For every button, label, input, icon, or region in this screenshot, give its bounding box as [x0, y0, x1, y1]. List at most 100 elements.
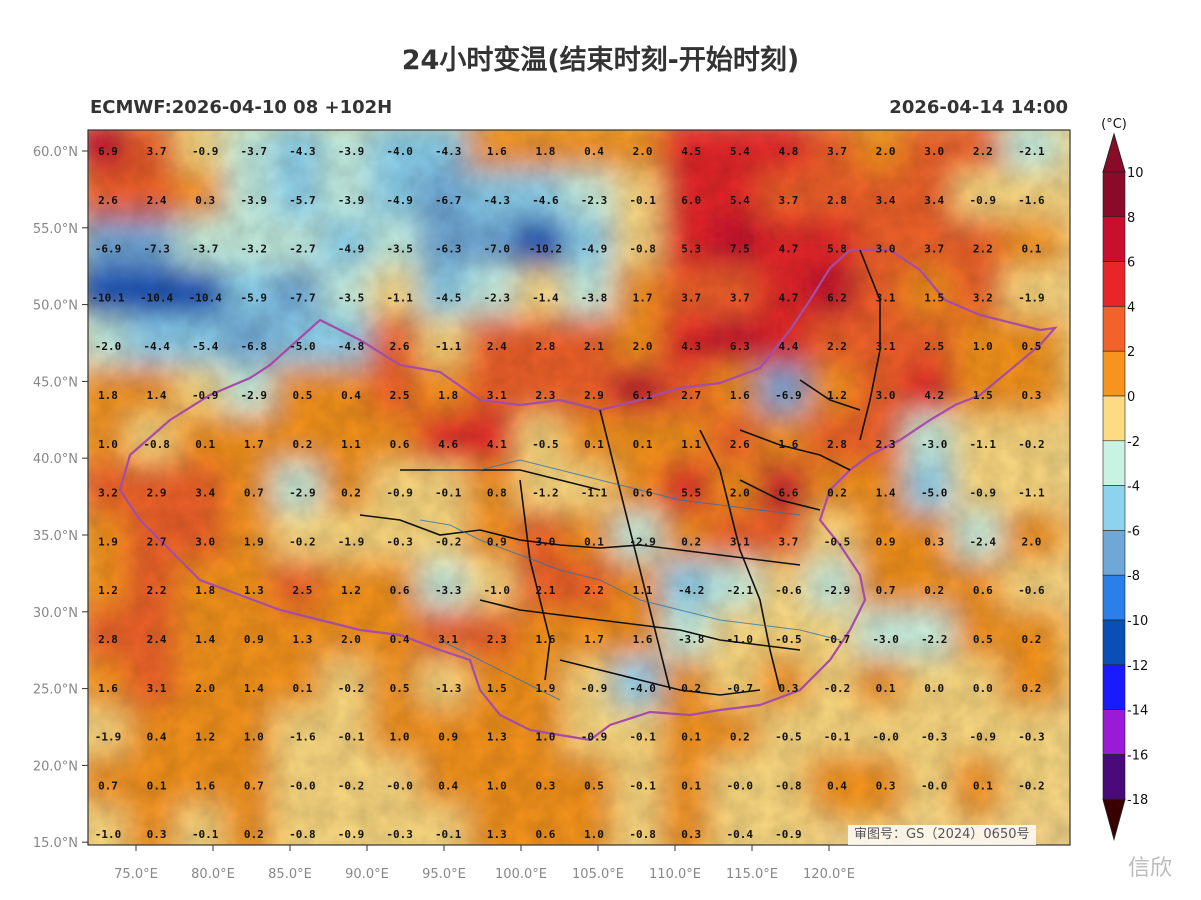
grid-value: 2.9: [584, 389, 604, 402]
grid-value: 3.0: [924, 145, 944, 158]
grid-value: -4.5: [435, 291, 462, 304]
grid-value: 3.1: [876, 340, 896, 353]
colorbar-segment: [1102, 216, 1126, 262]
grid-value: 0.4: [390, 633, 410, 646]
grid-value: -7.0: [484, 243, 511, 256]
grid-value: -2.1: [1018, 145, 1045, 158]
grid-value: 0.8: [487, 487, 507, 500]
grid-value: 2.8: [535, 340, 555, 353]
grid-value: 1.1: [341, 438, 361, 451]
grid-value: 6.0: [681, 194, 701, 207]
grid-value: -1.6: [1018, 194, 1045, 207]
grid-value: -1.9: [338, 535, 365, 548]
grid-value: 1.6: [98, 682, 118, 695]
grid-value: -3.0: [872, 633, 899, 646]
grid-value: 1.6: [195, 779, 215, 792]
grid-value: 1.0: [244, 731, 264, 744]
colorbar-segment: [1102, 574, 1126, 621]
grid-value: 0.1: [876, 682, 896, 695]
grid-value: 2.1: [535, 584, 555, 597]
grid-value: -2.0: [95, 340, 122, 353]
grid-value: -2.9: [824, 584, 851, 597]
lon-tick-label: 80.0°E: [191, 867, 235, 882]
grid-value: -6.9: [775, 389, 802, 402]
grid-value: -6.3: [435, 243, 462, 256]
grid-value: -5.7: [289, 194, 316, 207]
grid-value: -0.6: [775, 584, 802, 597]
grid-value: 1.8: [438, 389, 458, 402]
grid-value: 0.3: [876, 779, 896, 792]
grid-value: -2.2: [921, 633, 948, 646]
grid-value: 4.1: [487, 438, 507, 451]
grid-value: 2.2: [584, 584, 604, 597]
grid-value: 3.7: [778, 535, 798, 548]
grid-value: 4.8: [778, 145, 798, 158]
grid-value: 1.4: [147, 389, 167, 402]
colorbar-segment: [1102, 306, 1126, 352]
lat-tick-label: 25.0°N: [33, 683, 78, 698]
grid-value: -0.5: [775, 633, 802, 646]
grid-value: -0.9: [970, 194, 997, 207]
grid-value: 2.8: [827, 194, 847, 207]
grid-value: 0.2: [681, 682, 701, 695]
grid-value: 0.3: [778, 682, 798, 695]
grid-value: 3.7: [827, 145, 847, 158]
grid-value: -0.1: [824, 731, 851, 744]
grid-value: -5.0: [289, 340, 316, 353]
grid-value: -3.8: [581, 291, 608, 304]
grid-value: 5.3: [681, 243, 701, 256]
grid-value: 2.2: [973, 145, 993, 158]
grid-value: -0.9: [775, 828, 802, 841]
grid-value: 3.1: [438, 633, 458, 646]
grid-value: -3.7: [192, 243, 219, 256]
grid-value: 2.4: [487, 340, 507, 353]
colorbar-unit: (°C): [1101, 117, 1127, 132]
grid-value: 0.6: [390, 584, 410, 597]
lon-tick-label: 95.0°E: [422, 867, 466, 882]
colorbar-segment: [1102, 171, 1126, 218]
grid-value: -0.7: [824, 633, 851, 646]
grid-value: 2.5: [292, 584, 312, 597]
lat-tick-label: 45.0°N: [33, 375, 78, 390]
grid-value: -2.3: [484, 291, 511, 304]
grid-value: -0.3: [1018, 731, 1045, 744]
grid-value: 0.9: [438, 731, 458, 744]
grid-value: 0.2: [924, 584, 944, 597]
lon-tick-label: 110.0°E: [649, 867, 701, 882]
colorbar-tick-label: 8: [1127, 211, 1135, 226]
grid-value: 0.3: [535, 779, 555, 792]
grid-value: -0.1: [338, 731, 365, 744]
grid-value: 0.7: [244, 487, 264, 500]
grid-value: -3.9: [338, 194, 365, 207]
grid-value: 3.0: [535, 535, 555, 548]
grid-value: 1.6: [778, 438, 798, 451]
grid-value: -1.6: [289, 731, 316, 744]
grid-value: 0.1: [973, 779, 993, 792]
grid-value: -4.6: [532, 194, 559, 207]
grid-value: 6.6: [778, 487, 798, 500]
grid-value: 0.2: [341, 487, 361, 500]
grid-value: 2.0: [1021, 535, 1041, 548]
grid-value: 0.4: [147, 731, 167, 744]
grid-value: 2.6: [390, 340, 410, 353]
grid-value: -5.0: [921, 487, 948, 500]
grid-value: 0.7: [98, 779, 118, 792]
grid-value: 3.1: [147, 682, 167, 695]
grid-value: 1.0: [390, 731, 410, 744]
grid-value: 3.4: [195, 487, 215, 500]
grid-value: -10.1: [91, 291, 124, 304]
grid-value: -0.3: [921, 731, 948, 744]
grid-value: 0.9: [244, 633, 264, 646]
longitude-axis: 75.0°E 80.0°E 85.0°E 90.0°E 95.0°E 100.0°E 105…: [114, 845, 855, 882]
grid-value: -0.9: [970, 487, 997, 500]
colorbar-tick-label: 2: [1127, 345, 1135, 360]
grid-value: 0.7: [244, 779, 264, 792]
grid-value: 6.3: [730, 340, 750, 353]
grid-value: -1.9: [1018, 291, 1045, 304]
grid-value: 2.2: [147, 584, 167, 597]
grid-value: 2.5: [390, 389, 410, 402]
colorbar-tick-label: 4: [1127, 300, 1135, 315]
chart-title: 24小时变温(结束时刻-开始时刻): [401, 45, 800, 76]
grid-value: 3.2: [98, 487, 118, 500]
grid-value: 0.4: [341, 389, 361, 402]
